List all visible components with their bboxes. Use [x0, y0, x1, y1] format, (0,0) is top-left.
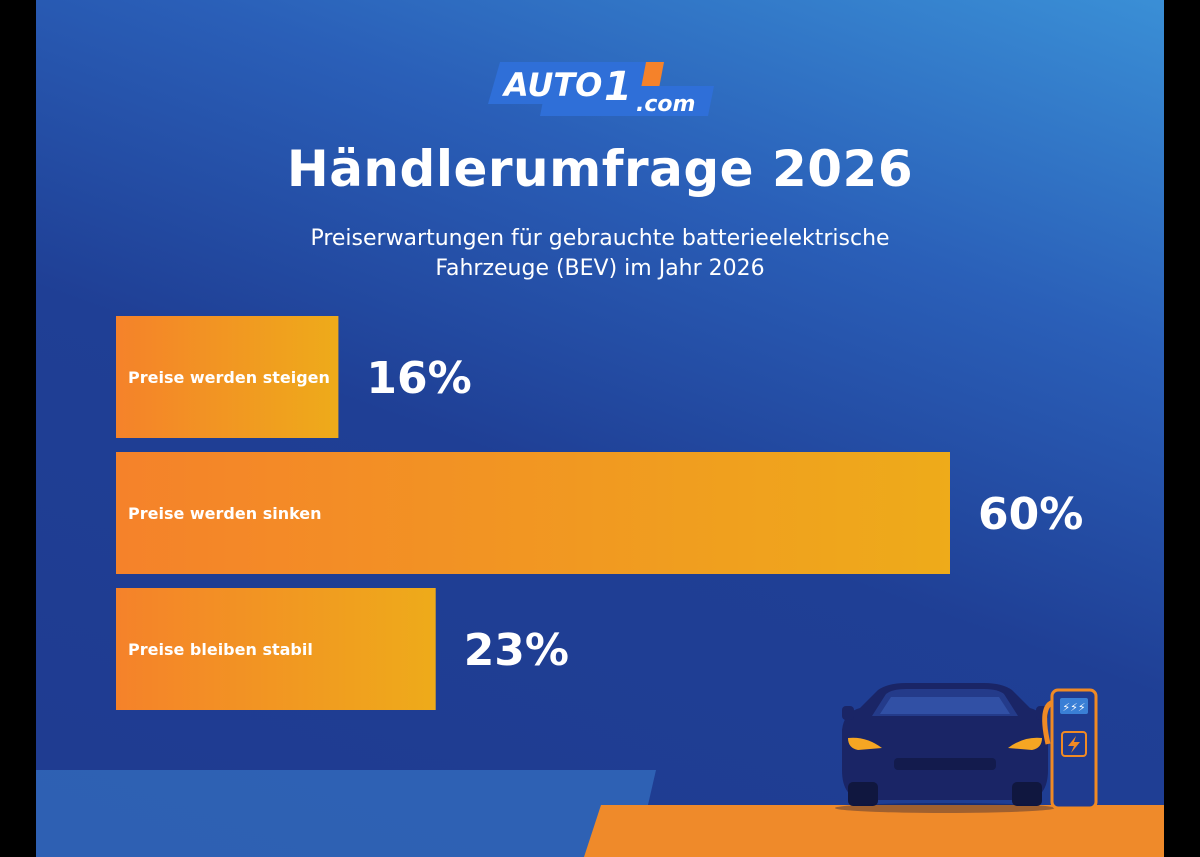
- category-label-3: Preise bleiben stabil: [128, 640, 313, 659]
- bar-2: [116, 452, 950, 574]
- bar-3: [116, 588, 436, 710]
- infographic-canvas: AUTO 1 .com Händlerumfrage 2026 Preiserw…: [36, 0, 1164, 857]
- subtitle-line-2: Fahrzeuge (BEV) im Jahr 2026: [435, 256, 765, 281]
- logo-text-main: AUTO: [501, 66, 602, 104]
- auto1-logo: AUTO 1 .com: [488, 62, 714, 117]
- bar-1: [116, 316, 339, 438]
- subtitle-line-1: Preiserwartungen für gebrauchte batterie…: [310, 226, 890, 251]
- page-subtitle: Preiserwartungen für gebrauchte batterie…: [36, 224, 1164, 284]
- bars-group: Preise werden steigen 16% Preise werden si…: [116, 316, 1083, 710]
- bar-chart: Preise werden steigen 16% Preise werden si…: [116, 316, 1083, 710]
- logo-text-number: 1: [604, 64, 632, 110]
- logo-text-suffix: .com: [636, 92, 695, 117]
- category-label-2: Preise werden sinken: [128, 504, 322, 523]
- category-label-1: Preise werden steigen: [128, 368, 330, 387]
- value-label-3: 23%: [464, 625, 569, 676]
- value-label-1: 16%: [366, 353, 471, 404]
- value-label-2: 60%: [978, 489, 1083, 540]
- page-title: Händlerumfrage 2026: [286, 140, 914, 198]
